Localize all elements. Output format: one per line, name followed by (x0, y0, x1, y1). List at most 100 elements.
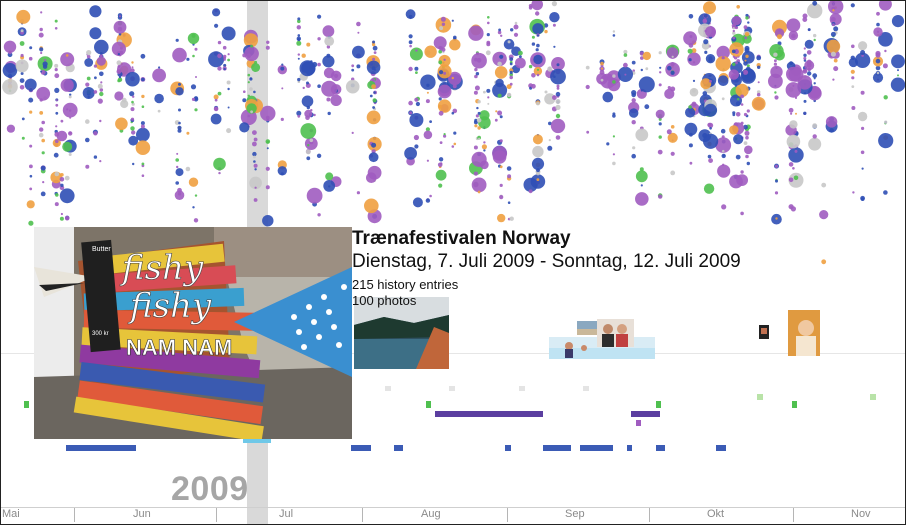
history-dot[interactable] (54, 171, 60, 177)
history-dot[interactable] (492, 82, 508, 98)
history-dot[interactable] (244, 46, 259, 62)
activity-bar[interactable] (636, 420, 641, 426)
history-dot[interactable] (745, 135, 749, 140)
history-dot[interactable] (667, 65, 672, 71)
history-dot[interactable] (86, 76, 91, 81)
history-dot[interactable] (36, 86, 51, 101)
history-dot[interactable] (64, 175, 70, 181)
history-dot[interactable] (85, 119, 90, 124)
history-dot[interactable] (40, 51, 43, 55)
history-dot[interactable] (666, 129, 672, 135)
history-dot[interactable] (851, 85, 855, 88)
history-dot[interactable] (426, 83, 430, 88)
history-dot[interactable] (451, 76, 454, 80)
history-dot[interactable] (177, 125, 182, 130)
photo-thumbnail[interactable] (788, 310, 820, 356)
history-dot[interactable] (172, 47, 187, 63)
history-dot[interactable] (586, 130, 590, 134)
history-dot[interactable] (731, 16, 742, 26)
history-dot[interactable] (745, 154, 749, 159)
history-dot[interactable] (804, 39, 814, 49)
history-dot[interactable] (190, 84, 197, 90)
history-dot[interactable] (52, 138, 61, 148)
history-dot[interactable] (8, 50, 12, 55)
history-dot[interactable] (437, 99, 452, 113)
history-dot[interactable] (55, 139, 59, 143)
history-dot[interactable] (876, 22, 880, 27)
activity-bar[interactable] (385, 386, 391, 391)
history-dot[interactable] (658, 194, 663, 199)
history-dot[interactable] (326, 45, 331, 49)
history-dot[interactable] (478, 137, 481, 140)
history-dot[interactable] (39, 47, 44, 52)
history-dot[interactable] (29, 87, 33, 92)
history-dot[interactable] (266, 140, 270, 144)
history-dot[interactable] (744, 36, 747, 40)
history-dot[interactable] (687, 52, 701, 66)
history-dot[interactable] (131, 102, 135, 106)
activity-bar[interactable] (656, 401, 661, 408)
history-dot[interactable] (366, 110, 381, 125)
history-dot[interactable] (175, 168, 184, 177)
history-dot[interactable] (253, 155, 256, 159)
history-dot[interactable] (612, 153, 616, 156)
history-dot[interactable] (495, 78, 504, 88)
history-dot[interactable] (218, 171, 221, 175)
history-dot[interactable] (429, 194, 432, 198)
history-dot[interactable] (39, 27, 43, 32)
history-dot[interactable] (21, 136, 25, 140)
history-dot[interactable] (296, 40, 302, 46)
history-dot[interactable] (24, 78, 37, 91)
history-dot[interactable] (743, 141, 748, 146)
history-dot[interactable] (425, 127, 430, 132)
history-dot[interactable] (42, 61, 48, 67)
history-dot[interactable] (94, 76, 97, 80)
history-dot[interactable] (544, 29, 548, 34)
history-dot[interactable] (736, 5, 740, 9)
history-dot[interactable] (813, 82, 816, 85)
history-dot[interactable] (178, 121, 181, 125)
history-dot[interactable] (716, 45, 730, 60)
history-dot[interactable] (39, 111, 44, 115)
history-dot[interactable] (249, 87, 253, 91)
history-dot[interactable] (536, 34, 540, 37)
history-dot[interactable] (631, 60, 636, 65)
activity-bar[interactable] (394, 445, 403, 451)
history-dot[interactable] (441, 22, 446, 26)
history-dot[interactable] (252, 151, 257, 157)
history-dot[interactable] (858, 41, 868, 51)
history-dot[interactable] (476, 106, 479, 110)
history-dot[interactable] (860, 50, 866, 55)
history-dot[interactable] (732, 31, 736, 35)
history-dot[interactable] (217, 40, 222, 45)
history-dot[interactable] (301, 95, 314, 108)
history-dot[interactable] (487, 21, 490, 25)
history-dot[interactable] (692, 79, 696, 82)
history-dot[interactable] (530, 174, 546, 189)
history-dot[interactable] (745, 16, 749, 20)
history-dot[interactable] (60, 119, 64, 123)
history-dot[interactable] (39, 98, 43, 102)
history-dot[interactable] (743, 25, 748, 30)
history-dot[interactable] (187, 32, 200, 45)
history-dot[interactable] (632, 146, 636, 150)
history-dot[interactable] (890, 77, 906, 92)
history-dot[interactable] (850, 3, 855, 8)
history-dot[interactable] (38, 132, 44, 138)
history-dot[interactable] (223, 56, 226, 60)
history-dot[interactable] (322, 55, 335, 68)
history-dot[interactable] (732, 55, 735, 58)
history-dot[interactable] (415, 49, 418, 52)
history-dot[interactable] (631, 98, 636, 103)
history-dot[interactable] (478, 116, 491, 129)
history-dot[interactable] (477, 126, 481, 130)
history-dot[interactable] (217, 53, 222, 59)
history-dot[interactable] (131, 100, 134, 104)
history-dot[interactable] (317, 213, 321, 217)
history-dot[interactable] (744, 145, 753, 155)
history-dot[interactable] (485, 50, 491, 56)
history-dot[interactable] (635, 192, 649, 206)
history-dot[interactable] (812, 134, 817, 139)
history-dot[interactable] (68, 153, 72, 156)
history-dot[interactable] (415, 71, 418, 74)
